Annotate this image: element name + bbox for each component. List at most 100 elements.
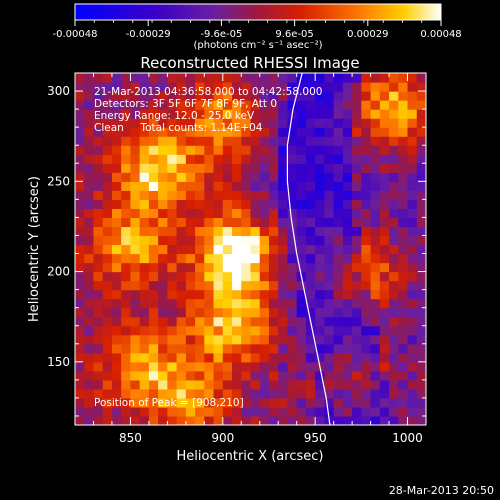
heatmap-cell — [139, 100, 150, 110]
heatmap-cell — [84, 244, 95, 255]
heatmap-cell — [121, 298, 132, 309]
heatmap-cell — [139, 415, 150, 425]
heatmap-cell — [121, 289, 132, 300]
heatmap-cell — [185, 298, 196, 309]
heatmap-cell — [268, 145, 279, 155]
heatmap-cell — [361, 172, 372, 182]
heatmap-cell — [407, 370, 418, 381]
heatmap-cell — [361, 361, 372, 372]
heatmap-cell — [370, 145, 381, 155]
heatmap-cell — [195, 406, 205, 417]
heatmap-cell — [139, 118, 150, 128]
heatmap-cell — [389, 253, 399, 264]
heatmap-cell — [213, 298, 224, 309]
heatmap-cell — [222, 397, 233, 408]
heatmap-cell — [93, 100, 104, 110]
heatmap-cell — [315, 334, 325, 345]
colorbar-tick-label: 0.00048 — [420, 29, 461, 40]
heatmap-cell — [333, 271, 344, 282]
heatmap-cell — [324, 289, 335, 300]
heatmap-cell — [315, 325, 325, 336]
heatmap-cell — [213, 145, 224, 155]
heatmap-cell — [204, 415, 215, 425]
heatmap-cell — [232, 226, 242, 237]
heatmap-cell — [287, 145, 298, 155]
heatmap-cell — [204, 298, 215, 309]
heatmap-cell — [139, 352, 150, 363]
heatmap-cell — [268, 325, 279, 336]
heatmap-cell — [315, 145, 325, 155]
heatmap-cell — [111, 298, 122, 309]
heatmap-cell — [416, 118, 426, 128]
heatmap-cell — [342, 316, 353, 327]
heatmap-cell — [130, 280, 141, 291]
heatmap-cell — [167, 172, 178, 182]
heatmap-cell — [213, 280, 224, 291]
heatmap-cell — [75, 226, 85, 237]
heatmap-cell — [305, 244, 316, 255]
heatmap-cell — [324, 298, 335, 309]
heatmap-cell — [130, 406, 141, 417]
heatmap-cell — [93, 415, 104, 425]
heatmap-cell — [148, 136, 159, 146]
heatmap-cell — [195, 361, 205, 372]
heatmap-cell — [389, 343, 399, 354]
heatmap-cell — [287, 172, 298, 182]
heatmap-cell — [185, 226, 196, 237]
heatmap-cell — [130, 181, 141, 191]
heatmap-cell — [407, 235, 418, 246]
heatmap-cell — [305, 199, 316, 209]
heatmap-cell — [407, 307, 418, 318]
heatmap-cell — [278, 100, 289, 110]
heatmap-cell — [342, 163, 353, 173]
heatmap-cell — [75, 235, 85, 246]
heatmap-cell — [296, 334, 307, 345]
heatmap-cell — [389, 352, 399, 363]
heatmap-cell — [185, 181, 196, 191]
heatmap-cell — [296, 289, 307, 300]
heatmap-cell — [398, 370, 409, 381]
heatmap-cell — [195, 397, 205, 408]
heatmap-cell — [333, 361, 344, 372]
colorbar-units-label: (photons cm⁻² s⁻¹ asec⁻²) — [193, 40, 322, 51]
chart-title: Reconstructed RHESSI Image — [140, 54, 359, 72]
heatmap-cell — [250, 271, 261, 282]
heatmap-cell — [315, 262, 325, 273]
heatmap-cell — [259, 172, 270, 182]
heatmap-cell — [222, 163, 233, 173]
heatmap-cell — [222, 262, 233, 273]
heatmap-cell — [370, 289, 381, 300]
heatmap-cell — [158, 325, 168, 336]
heatmap-cell — [416, 298, 426, 309]
heatmap-cell — [315, 91, 325, 101]
heatmap-cell — [195, 181, 205, 191]
heatmap-cell — [158, 289, 168, 300]
heatmap-cell — [158, 280, 168, 291]
heatmap-cell — [268, 136, 279, 146]
x-tick-label: 900 — [211, 431, 234, 445]
heatmap-cell — [259, 262, 270, 273]
heatmap-cell — [222, 370, 233, 381]
heatmap-cell — [204, 370, 215, 381]
heatmap-cell — [296, 397, 307, 408]
heatmap-cell — [185, 361, 196, 372]
heatmap-cell — [121, 199, 132, 209]
heatmap-cell — [398, 406, 409, 417]
heatmap-cell — [185, 73, 196, 83]
heatmap-cell — [241, 100, 252, 110]
heatmap-cell — [250, 370, 261, 381]
heatmap-cell — [379, 334, 390, 345]
heatmap-cell — [84, 109, 95, 119]
heatmap-cell — [278, 199, 289, 209]
heatmap-cell — [389, 415, 399, 425]
heatmap-cell — [139, 154, 150, 164]
heatmap-cell — [250, 307, 261, 318]
heatmap-cell — [93, 145, 104, 155]
heatmap-cell — [250, 235, 261, 246]
heatmap-cell — [407, 352, 418, 363]
heatmap-cell — [287, 127, 298, 137]
heatmap-cell — [185, 343, 196, 354]
heatmap-cell — [407, 298, 418, 309]
heatmap-cell — [148, 379, 159, 390]
heatmap-cell — [213, 361, 224, 372]
